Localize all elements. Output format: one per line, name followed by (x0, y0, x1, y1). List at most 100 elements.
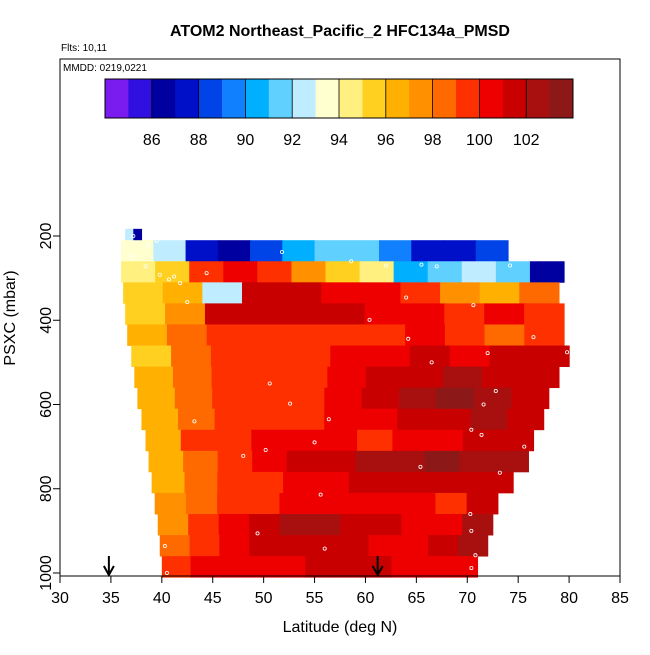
sample-point (178, 281, 183, 286)
heatmap-cell (291, 261, 327, 283)
heatmap-cell (433, 408, 472, 431)
x-tick-label: 35 (102, 590, 120, 607)
colorbar-swatch (105, 79, 129, 118)
heatmap-cell (219, 535, 250, 557)
heatmap-cell (461, 261, 497, 283)
colorbar-swatch (175, 79, 199, 118)
heatmap-cell (401, 514, 433, 536)
colorbar-swatch (128, 79, 153, 118)
heatmap-cell (404, 492, 437, 515)
heatmap-cell (405, 324, 446, 346)
heatmap-cells (121, 228, 570, 578)
heatmap-cell (161, 556, 192, 578)
heatmap-cell (431, 514, 463, 536)
heatmap-cell (495, 261, 531, 283)
heatmap-cell (315, 471, 350, 494)
sample-point (162, 544, 167, 549)
sample-point (485, 351, 490, 356)
dates-label: MMDD: 0219,0221 (63, 63, 147, 74)
x-tick-label: 80 (560, 590, 578, 607)
heatmap-cell (154, 492, 187, 515)
heatmap-cell (123, 282, 164, 304)
sample-point (164, 571, 169, 576)
colorbar-tick-label: 102 (513, 132, 540, 149)
y-tick-label: 800 (38, 475, 55, 502)
sample-point (322, 546, 327, 551)
heatmap-cell (361, 387, 400, 410)
heatmap-cell (288, 366, 328, 389)
sample-point (469, 528, 474, 533)
colorbar-swatch (479, 79, 504, 118)
heatmap-cell (390, 450, 426, 473)
heatmap-cell (249, 387, 288, 410)
heatmap-cell (443, 240, 477, 262)
heatmap-cell (121, 261, 156, 283)
chart-title: ATOM2 Northeast_Pacific_2 HFC134a_PMSD (170, 23, 510, 40)
colorbar-swatch (339, 79, 363, 118)
heatmap-cell (341, 492, 374, 515)
colorbar-tick-label: 90 (237, 132, 255, 149)
heatmap-cell (479, 282, 520, 304)
sample-point (154, 239, 159, 244)
heatmap-cell (131, 345, 172, 367)
heatmap-cell (155, 261, 190, 283)
colorbar-swatch (245, 79, 270, 118)
colorbar-swatch (268, 79, 293, 118)
heatmap-cell (286, 324, 327, 346)
heatmap-cell (125, 228, 134, 242)
colorbar-swatch (549, 79, 574, 118)
heatmap-cell (368, 535, 399, 557)
heatmap-cell (148, 450, 184, 473)
sample-point (192, 419, 197, 424)
heatmap-cell (178, 408, 216, 431)
heatmap-cell (443, 366, 483, 389)
heatmap-cell (428, 535, 459, 557)
y-axis-label: PSXC (mbar) (2, 270, 19, 365)
sample-point (318, 492, 323, 497)
colorbar-swatch (432, 79, 457, 118)
heatmap-cell (217, 492, 249, 515)
x-tick-label: 40 (153, 590, 171, 607)
heatmap-cell (360, 408, 398, 431)
heatmap-cell (340, 514, 372, 536)
heatmap-cell (286, 387, 325, 410)
sample-point (383, 263, 388, 268)
heatmap-cell (449, 345, 491, 367)
heatmap-cell (370, 345, 411, 367)
axes: 30 35 40 45 50 55 60 65 70 75 80 85 200 400 600 800 1000 (38, 223, 629, 607)
heatmap-cell (127, 324, 168, 346)
heatmap-cell (360, 282, 402, 304)
heatmap-cell (218, 514, 250, 536)
heatmap-cell (310, 492, 343, 515)
x-tick-label: 60 (357, 590, 375, 607)
sample-point (326, 417, 331, 422)
heatmap-cell (211, 366, 251, 389)
sample-point (404, 295, 409, 300)
heatmap-cell (223, 261, 258, 283)
sample-point (157, 272, 162, 277)
sample-point (522, 444, 527, 449)
flight-arrow-head (102, 565, 115, 578)
colorbar-swatch (385, 79, 410, 118)
heatmap-cell (321, 429, 358, 452)
sample-point (565, 350, 570, 355)
heatmap-cell (185, 492, 218, 515)
heatmap-cell (436, 387, 475, 410)
heatmap-cell (381, 471, 416, 494)
sample-point (497, 470, 502, 475)
heatmap-cell (324, 408, 362, 431)
heatmap-cell (157, 514, 189, 536)
heatmap-cell (414, 471, 448, 494)
heatmap-cell (444, 324, 486, 346)
heatmap-cell (202, 282, 243, 304)
heatmap-cell (324, 303, 366, 325)
sample-point (143, 264, 148, 269)
heatmap-cell (507, 408, 545, 431)
sample-point (531, 335, 536, 340)
sample-points (130, 233, 570, 576)
sample-point (172, 274, 177, 279)
colorbar-swatch (315, 79, 340, 118)
heatmap-cell (399, 387, 438, 410)
heatmap-cell (524, 303, 565, 325)
heatmap-cell (348, 471, 383, 494)
